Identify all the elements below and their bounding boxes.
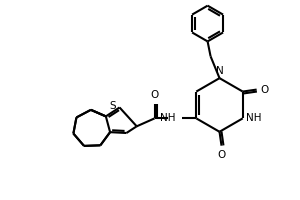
Text: S: S [109, 101, 116, 111]
Text: N: N [216, 66, 224, 76]
Text: O: O [261, 85, 269, 95]
Text: O: O [218, 150, 226, 160]
Text: NH: NH [160, 113, 176, 123]
Text: O: O [151, 90, 159, 100]
Text: NH: NH [246, 113, 261, 123]
